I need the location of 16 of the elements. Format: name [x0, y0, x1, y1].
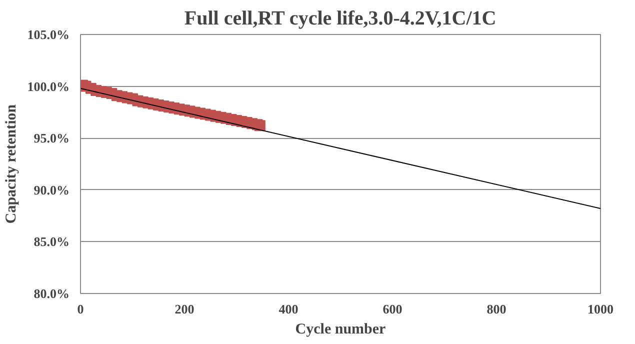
y-tick-label: 85.0% — [34, 234, 70, 250]
y-tick-label: 105.0% — [27, 27, 70, 42]
y-axis-title: Capacity retention — [3, 104, 20, 224]
x-tick-label: 800 — [486, 302, 506, 316]
y-tick-label: 100.0% — [27, 78, 70, 94]
point — [254, 120, 266, 132]
y-tick-label: 80.0% — [34, 286, 70, 301]
x-tick-label: 200 — [174, 302, 194, 316]
y-tick-label: 95.0% — [34, 130, 70, 146]
x-axis-title: Cycle number — [295, 322, 386, 338]
x-tick-label: 1000 — [588, 302, 614, 316]
x-tick-label: 400 — [278, 302, 298, 316]
x-tick-label: 0 — [77, 302, 84, 316]
x-tick-label: 600 — [382, 302, 402, 316]
chart-title: Full cell,RT cycle life,3.0-4.2V,1C/1C — [184, 8, 496, 30]
y-tick-label: 90.0% — [34, 182, 70, 198]
